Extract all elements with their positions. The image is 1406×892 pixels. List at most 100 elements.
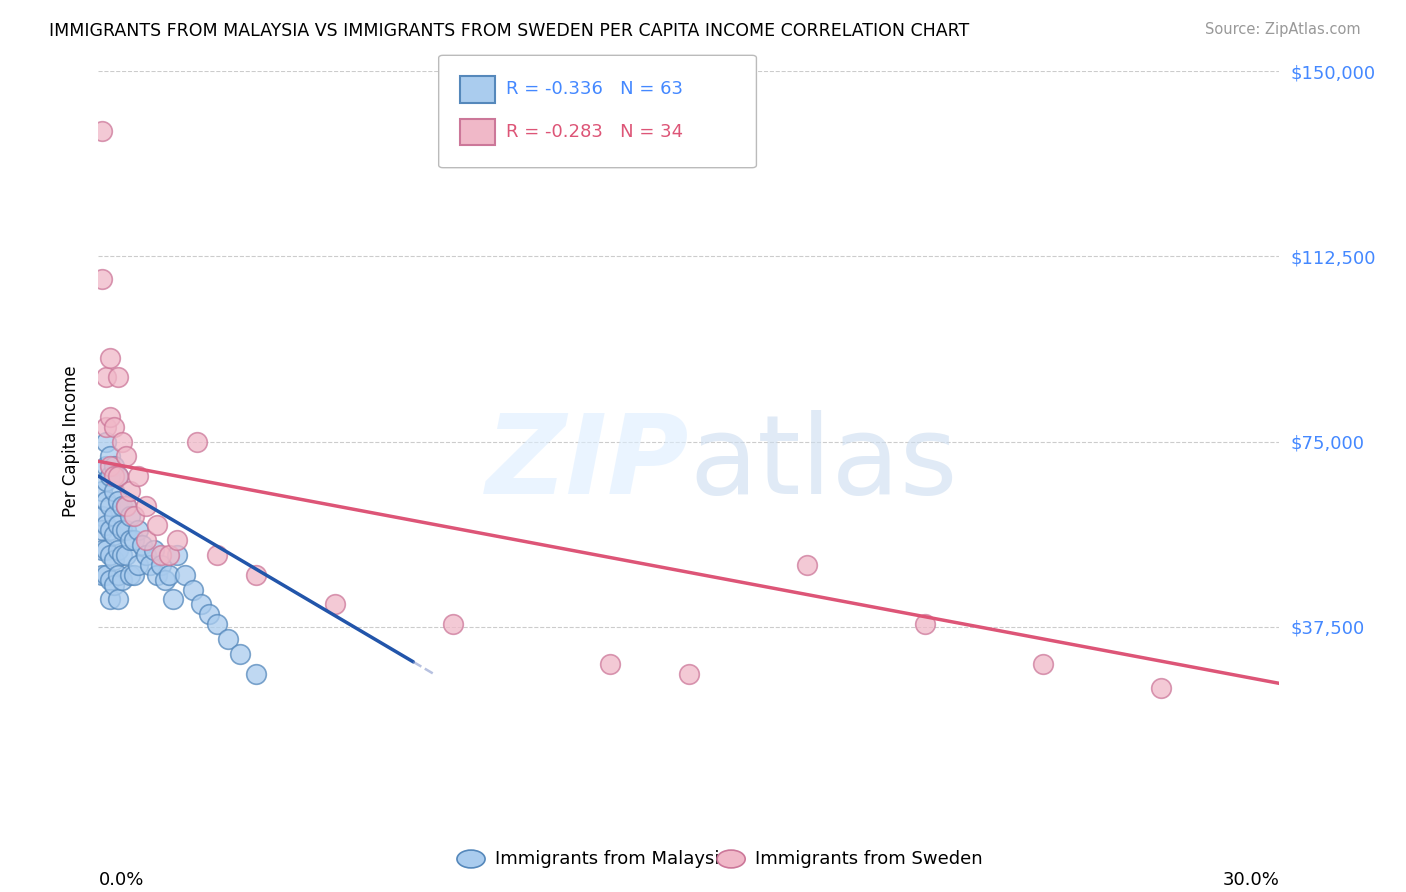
Point	[98, 351, 121, 365]
Point	[174, 567, 197, 582]
Point	[217, 632, 239, 646]
Point	[166, 548, 188, 562]
Point	[98, 499, 121, 513]
Point	[103, 577, 125, 591]
Point	[127, 524, 149, 538]
Text: Immigrants from Sweden: Immigrants from Sweden	[755, 850, 983, 868]
Point	[111, 548, 134, 562]
Point	[115, 524, 138, 538]
Point	[98, 573, 121, 587]
Point	[135, 548, 157, 562]
Text: IMMIGRANTS FROM MALAYSIA VS IMMIGRANTS FROM SWEDEN PER CAPITA INCOME CORRELATION: IMMIGRANTS FROM MALAYSIA VS IMMIGRANTS F…	[49, 22, 970, 40]
Point	[98, 450, 121, 464]
Point	[98, 524, 121, 538]
Point	[96, 459, 118, 474]
Point	[111, 524, 134, 538]
Point	[98, 469, 121, 483]
Point	[146, 567, 169, 582]
Point	[122, 508, 145, 523]
Point	[229, 647, 252, 661]
Point	[166, 533, 188, 548]
Point	[98, 409, 121, 424]
Point	[111, 573, 134, 587]
Point	[678, 666, 700, 681]
Point	[122, 533, 145, 548]
Text: 30.0%: 30.0%	[1223, 871, 1279, 889]
Point	[131, 538, 153, 552]
Point	[91, 123, 114, 137]
Point	[155, 573, 177, 587]
Point	[103, 469, 125, 483]
Point	[162, 592, 184, 607]
Point	[107, 469, 129, 483]
Point	[190, 598, 212, 612]
Point	[107, 370, 129, 384]
Point	[91, 543, 114, 558]
Y-axis label: Per Capita Income: Per Capita Income	[62, 366, 80, 517]
Point	[96, 370, 118, 384]
Point	[98, 548, 121, 562]
Point	[91, 483, 114, 498]
Point	[796, 558, 818, 572]
Text: Source: ZipAtlas.com: Source: ZipAtlas.com	[1205, 22, 1361, 37]
Point	[111, 434, 134, 449]
Point	[146, 518, 169, 533]
Point	[96, 567, 118, 582]
Point	[205, 617, 228, 632]
Point	[914, 617, 936, 632]
Point	[1150, 681, 1173, 696]
Point	[103, 419, 125, 434]
Point	[96, 474, 118, 488]
Point	[96, 434, 118, 449]
Point	[122, 567, 145, 582]
Point	[181, 582, 204, 597]
Point	[441, 617, 464, 632]
Point	[96, 419, 118, 434]
Point	[107, 543, 129, 558]
Text: atlas: atlas	[689, 410, 957, 517]
Point	[142, 543, 165, 558]
Point	[205, 548, 228, 562]
Point	[107, 592, 129, 607]
Point	[115, 548, 138, 562]
Point	[103, 528, 125, 542]
Point	[115, 499, 138, 513]
Point	[96, 543, 118, 558]
Point	[115, 499, 138, 513]
Point	[127, 469, 149, 483]
Point	[599, 657, 621, 671]
Point	[118, 567, 141, 582]
Point	[115, 450, 138, 464]
Point	[245, 567, 267, 582]
Point	[118, 508, 141, 523]
Text: ZIP: ZIP	[485, 410, 689, 517]
Point	[157, 548, 180, 562]
Point	[107, 493, 129, 508]
Point	[135, 499, 157, 513]
Point	[135, 533, 157, 548]
Point	[98, 592, 121, 607]
Point	[91, 524, 114, 538]
Point	[107, 567, 129, 582]
Point	[186, 434, 208, 449]
Point	[91, 508, 114, 523]
Text: R = -0.283   N = 34: R = -0.283 N = 34	[506, 123, 683, 141]
Point	[138, 558, 160, 572]
Point	[111, 499, 134, 513]
Text: R = -0.336   N = 63: R = -0.336 N = 63	[506, 80, 683, 98]
Text: Immigrants from Malaysia: Immigrants from Malaysia	[495, 850, 731, 868]
Point	[127, 558, 149, 572]
Point	[107, 518, 129, 533]
Point	[197, 607, 219, 622]
Point	[98, 459, 121, 474]
Point	[91, 567, 114, 582]
Point	[1032, 657, 1054, 671]
Point	[96, 518, 118, 533]
Point	[118, 533, 141, 548]
Point	[245, 666, 267, 681]
Point	[150, 548, 173, 562]
Point	[103, 459, 125, 474]
Point	[103, 508, 125, 523]
Point	[150, 558, 173, 572]
Point	[96, 493, 118, 508]
